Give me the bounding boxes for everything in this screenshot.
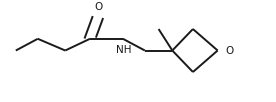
Text: O: O [225,45,233,55]
Text: NH: NH [116,45,131,55]
Text: O: O [94,2,102,12]
